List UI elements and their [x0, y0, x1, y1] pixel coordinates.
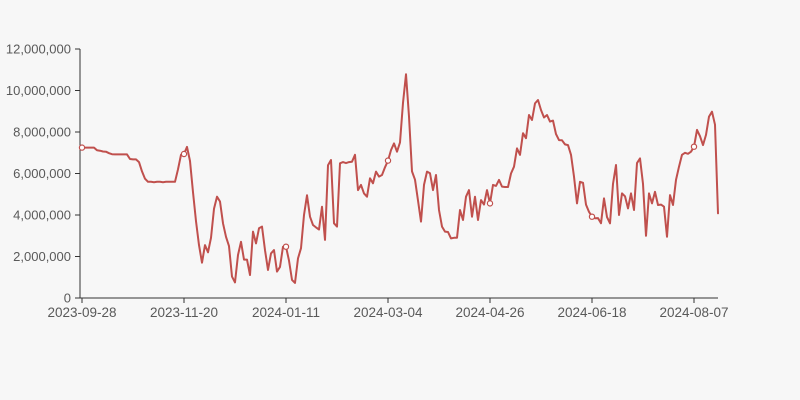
x-axis-tick-label: 2024-08-07	[659, 305, 728, 320]
y-axis-tick-label: 2,000,000	[13, 249, 71, 264]
x-axis-tick-label: 2024-04-26	[455, 305, 524, 320]
series-line	[81, 73, 719, 284]
data-point-marker	[588, 213, 596, 220]
x-axis-tick-label: 2024-03-04	[353, 305, 423, 320]
y-axis-tick-label: 10,000,000	[6, 83, 71, 98]
y-axis-tick-label: 8,000,000	[13, 125, 71, 140]
x-axis-tick-label: 2024-06-18	[557, 305, 626, 320]
data-point-marker	[486, 200, 494, 207]
data-point-marker	[180, 150, 188, 158]
x-axis-tick-label: 2024-01-11	[252, 305, 320, 320]
y-axis-tick-label: 6,000,000	[13, 166, 71, 181]
data-point-marker	[384, 157, 392, 164]
data-point-marker	[282, 243, 290, 250]
y-axis-tick-label: 12,000,000	[6, 42, 71, 57]
y-axis-tick-label: 0	[64, 291, 71, 306]
data-point-marker	[690, 143, 698, 150]
data-point-marker	[78, 144, 86, 151]
x-axis-tick-label: 2023-09-28	[47, 305, 116, 320]
x-axis-tick-label: 2023-11-20	[150, 305, 218, 320]
y-axis-tick-label: 4,000,000	[13, 208, 71, 223]
